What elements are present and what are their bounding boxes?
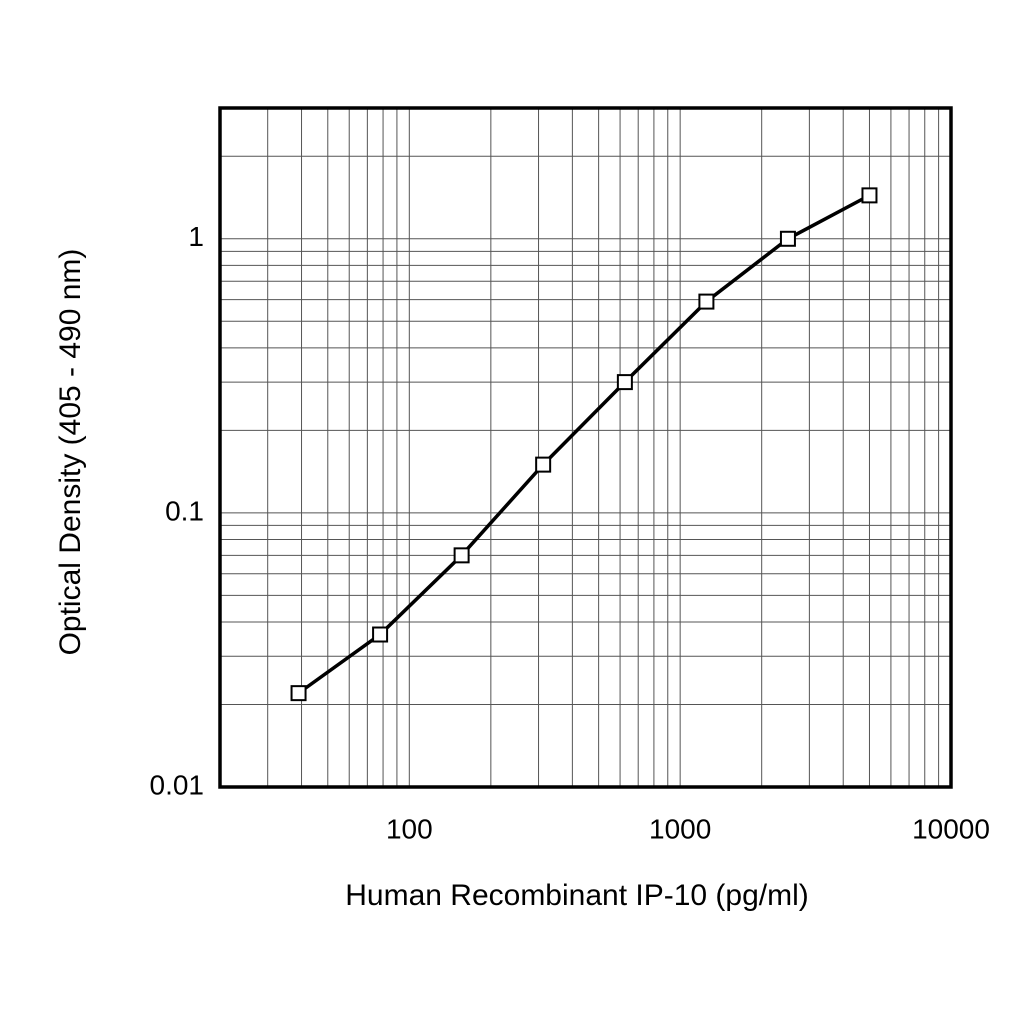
x-tick-label: 100 <box>386 813 433 844</box>
x-tick-label: 1000 <box>649 813 711 844</box>
data-point <box>290 685 307 702</box>
data-line <box>297 193 871 695</box>
x-axis-label: Human Recombinant IP-10 (pg/ml) <box>345 879 809 912</box>
data-point <box>453 547 470 564</box>
data-point <box>372 626 389 643</box>
data-point <box>779 230 796 247</box>
y-tick-label: 0.01 <box>150 769 205 800</box>
y-axis-label: Optical Density (405 - 490 nm) <box>54 249 87 656</box>
plot-frame <box>218 106 953 789</box>
x-tick-label: 10000 <box>912 813 990 844</box>
data-point <box>698 293 715 310</box>
data-point <box>861 187 878 204</box>
data-point <box>535 456 552 473</box>
y-tick-label: 0.1 <box>165 495 204 526</box>
y-tick-label: 1 <box>188 221 204 252</box>
data-point <box>616 374 633 391</box>
